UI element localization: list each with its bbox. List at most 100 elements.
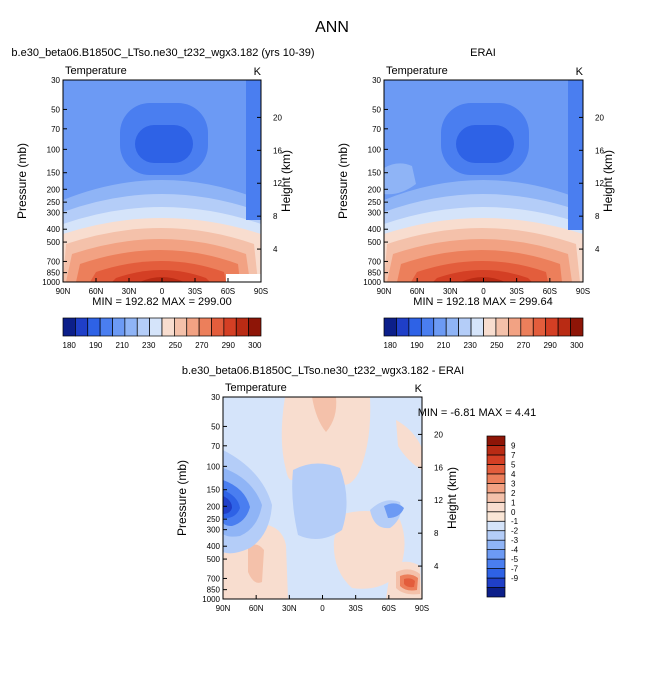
colorbar-box	[486, 473, 506, 484]
htick-label: 20	[595, 113, 604, 122]
htick-label: 12	[273, 179, 282, 188]
xtick-label: 30S	[510, 287, 524, 296]
colorbar-box	[486, 483, 506, 494]
colorbar-box	[486, 558, 506, 569]
panel-diff-hticks: 4 8 12 16 20	[418, 430, 443, 571]
ytick-label: 850	[207, 586, 221, 595]
panel-model-ylabel-right: Height (km)	[279, 150, 293, 212]
colorbar-box	[223, 317, 237, 337]
ytick-label: 250	[368, 198, 382, 207]
ytick-label: 150	[368, 169, 382, 178]
panel-obs-left-label: Temperature	[386, 65, 448, 77]
xtick-label: 60N	[410, 287, 425, 296]
ytick-label: 700	[207, 574, 221, 583]
colorbar-label: 300	[248, 341, 262, 350]
ytick-label: 100	[368, 145, 382, 154]
colorbar-box	[99, 317, 113, 337]
colorbar-box	[486, 577, 506, 588]
colorbar-box	[483, 317, 497, 337]
ytick-label: 200	[207, 502, 221, 511]
ytick-label: 100	[47, 145, 61, 154]
panel-obs: ERAI Temperature K 305070100150200250300…	[336, 47, 615, 350]
colorbar-label: 230	[463, 341, 477, 350]
colorbar-box	[149, 317, 163, 337]
colorbar-box	[211, 317, 225, 337]
ytick-label: 700	[47, 257, 61, 266]
ytick-label: 200	[47, 185, 61, 194]
colorbar-box	[174, 317, 188, 337]
ytick-label: 150	[207, 486, 221, 495]
colorbar-label: 2	[511, 489, 516, 498]
colorbar-box	[445, 317, 459, 337]
colorbar-label: -1	[511, 517, 519, 526]
colorbar-label: 180	[384, 341, 398, 350]
colorbar-label: 230	[142, 341, 156, 350]
panel-model: b.e30_beta06.B1850C_LTso.ne30_t232_wgx3.…	[11, 47, 314, 350]
ytick-label: 200	[368, 185, 382, 194]
panel-model-xticks: 90N 60N 30N 0 30S 60S 90S	[56, 278, 268, 296]
panel-diff-xticks: 90N 60N 30N 0 30S 60S 90S	[216, 595, 429, 613]
ytick-label: 500	[207, 555, 221, 564]
colorbar-label: 9	[511, 441, 516, 450]
colorbar-box	[136, 317, 150, 337]
colorbar-box	[161, 317, 175, 337]
ytick-label: 50	[211, 422, 220, 431]
xtick-label: 90S	[415, 604, 429, 613]
colorbar-box	[62, 317, 76, 337]
xtick-label: 0	[160, 287, 165, 296]
colorbar-box	[408, 317, 422, 337]
colorbar-label: -2	[511, 527, 519, 536]
htick-label: 8	[273, 212, 278, 221]
colorbar-label: 250	[490, 341, 504, 350]
xtick-label: 90N	[216, 604, 231, 613]
panel-diff: b.e30_beta06.B1850C_LTso.ne30_t232_wgx3.…	[175, 365, 536, 613]
panel-model-hticks: 4 8 12 16 20	[257, 113, 282, 254]
panel-model-field	[63, 80, 261, 282]
xtick-label: 30S	[349, 604, 363, 613]
ytick-label: 30	[372, 76, 381, 85]
ytick-label: 850	[368, 269, 382, 278]
panel-model-left-label: Temperature	[65, 65, 127, 77]
ytick-label: 1000	[42, 278, 60, 287]
panel-diff-right-label: K	[415, 383, 423, 395]
colorbar-box	[486, 435, 506, 446]
colorbar-box	[508, 317, 522, 337]
colorbar-box	[112, 317, 126, 337]
colorbar-box	[75, 317, 89, 337]
xtick-label: 90S	[254, 287, 268, 296]
colorbar-box	[486, 568, 506, 579]
panel-diff-field	[223, 397, 422, 599]
panel-model-right-label: K	[254, 66, 262, 78]
colorbar-label: 4	[511, 470, 516, 479]
ytick-label: 300	[368, 209, 382, 218]
ytick-label: 1000	[363, 278, 381, 287]
htick-label: 4	[595, 245, 600, 254]
htick-label: 20	[273, 113, 282, 122]
colorbar-box	[486, 445, 506, 456]
panel-diff-ylabel-right: Height (km)	[445, 467, 459, 529]
htick-label: 20	[434, 430, 443, 439]
ytick-label: 1000	[202, 595, 220, 604]
colorbar-label: 270	[195, 341, 209, 350]
colorbar-label: 180	[63, 341, 77, 350]
colorbar-label: 270	[517, 341, 531, 350]
colorbar-box	[235, 317, 249, 337]
xtick-label: 60N	[89, 287, 104, 296]
colorbar-box	[186, 317, 200, 337]
ytick-label: 250	[207, 515, 221, 524]
colorbar-box	[87, 317, 101, 337]
ytick-label: 500	[47, 238, 61, 247]
xtick-label: 30N	[282, 604, 297, 613]
colorbar-box	[486, 464, 506, 475]
htick-label: 4	[273, 245, 278, 254]
ytick-label: 50	[51, 105, 60, 114]
panel-obs-ylabel: Pressure (mb)	[336, 143, 350, 219]
colorbar-box	[470, 317, 484, 337]
ytick-label: 50	[372, 105, 381, 114]
panel-diff-ylabel: Pressure (mb)	[175, 460, 189, 536]
ytick-label: 400	[368, 225, 382, 234]
xtick-label: 60S	[382, 604, 396, 613]
xtick-label: 90N	[377, 287, 392, 296]
